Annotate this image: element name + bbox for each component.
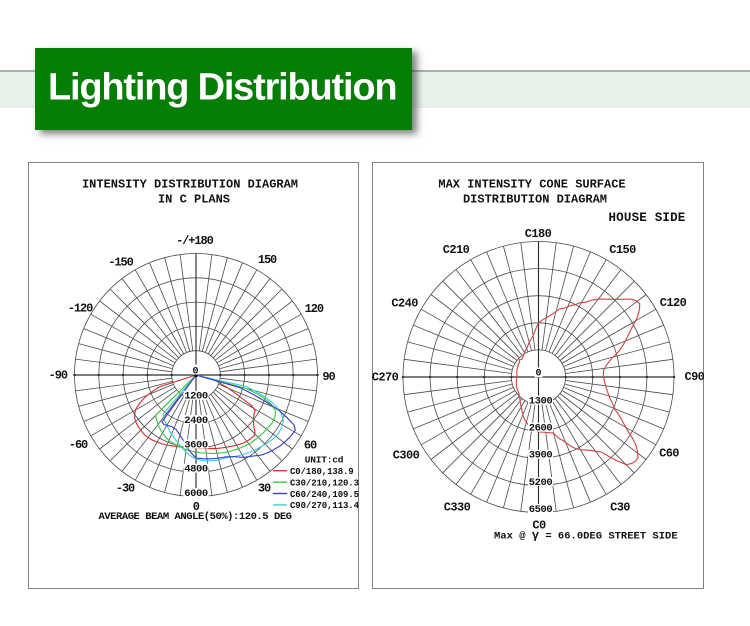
svg-text:DISTRIBUTION DIAGRAM: DISTRIBUTION DIAGRAM xyxy=(463,192,607,206)
svg-text:C0: C0 xyxy=(532,519,546,533)
svg-text:HOUSE SIDE: HOUSE SIDE xyxy=(608,211,685,225)
svg-text:6000: 6000 xyxy=(184,488,208,500)
svg-text:4800: 4800 xyxy=(184,464,208,476)
svg-text:UNIT:cd: UNIT:cd xyxy=(305,454,344,465)
svg-text:C60/240,109.5: C60/240,109.5 xyxy=(290,490,359,500)
svg-text:60: 60 xyxy=(304,438,317,452)
svg-text:C330: C330 xyxy=(444,501,471,515)
svg-text:3600: 3600 xyxy=(184,439,208,451)
svg-text:C120: C120 xyxy=(660,296,687,310)
svg-text:-150: -150 xyxy=(108,255,133,269)
svg-text:150: 150 xyxy=(258,253,277,267)
svg-text:C240: C240 xyxy=(391,297,418,311)
svg-text:2600: 2600 xyxy=(529,423,553,435)
svg-text:120: 120 xyxy=(305,302,324,316)
svg-text:0: 0 xyxy=(192,367,198,378)
svg-text:Max @ γ = 66.0DEG STREET SIDE: Max @ γ = 66.0DEG STREET SIDE xyxy=(494,529,678,543)
svg-text:MAX INTENSITY CONE SURFACE: MAX INTENSITY CONE SURFACE xyxy=(438,177,625,191)
svg-text:C180: C180 xyxy=(525,227,552,241)
svg-text:C0/180,138.9: C0/180,138.9 xyxy=(290,467,354,477)
svg-text:INTENSITY DISTRIBUTION DIAGRAM: INTENSITY DISTRIBUTION DIAGRAM xyxy=(82,177,298,191)
svg-text:C30: C30 xyxy=(610,501,630,515)
svg-text:5200: 5200 xyxy=(529,477,553,489)
svg-text:C210: C210 xyxy=(443,243,470,257)
svg-text:0: 0 xyxy=(535,368,541,379)
svg-text:-90: -90 xyxy=(49,368,68,382)
svg-text:6500: 6500 xyxy=(529,504,553,516)
svg-text:3900: 3900 xyxy=(529,450,553,462)
svg-text:C270: C270 xyxy=(372,370,399,384)
svg-text:30: 30 xyxy=(258,482,271,496)
svg-text:1300: 1300 xyxy=(529,396,553,408)
svg-text:IN C PLANS: IN C PLANS xyxy=(158,192,230,206)
svg-text:2400: 2400 xyxy=(184,415,208,427)
svg-text:C150: C150 xyxy=(609,243,636,257)
svg-text:90: 90 xyxy=(322,370,335,384)
svg-text:-/+180: -/+180 xyxy=(176,234,214,248)
svg-text:C300: C300 xyxy=(393,449,420,463)
svg-text:C60: C60 xyxy=(659,447,679,461)
svg-text:1200: 1200 xyxy=(184,391,208,403)
svg-text:AVERAGE BEAM ANGLE(50%):120.5: AVERAGE BEAM ANGLE(50%):120.5 DEG xyxy=(98,511,291,523)
svg-text:C90/270,113.4: C90/270,113.4 xyxy=(290,501,359,511)
svg-text:0: 0 xyxy=(193,500,200,514)
svg-text:-30: -30 xyxy=(116,481,135,495)
svg-text:-120: -120 xyxy=(68,301,93,315)
svg-text:-60: -60 xyxy=(69,438,88,452)
svg-text:C30/210,120.3: C30/210,120.3 xyxy=(290,478,359,488)
svg-text:C90: C90 xyxy=(684,370,704,384)
